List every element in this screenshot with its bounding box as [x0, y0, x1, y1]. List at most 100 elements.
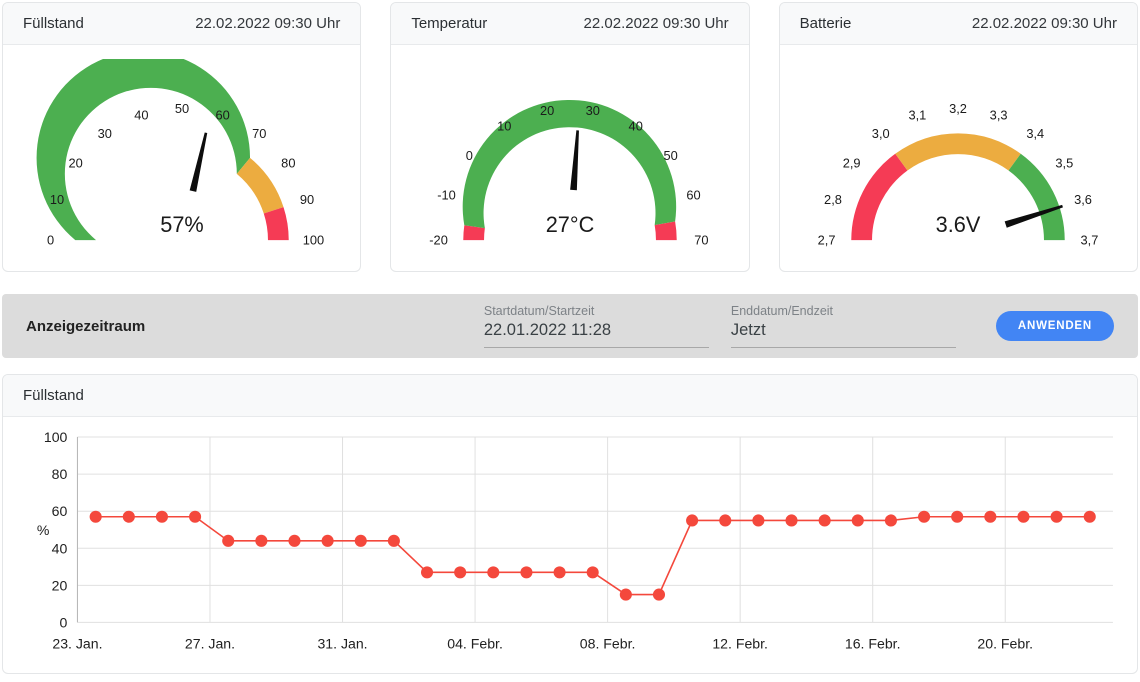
gauge-tick-label: 60 [686, 188, 700, 203]
gauge-tick-label: 80 [281, 155, 295, 170]
card-title: Batterie [799, 15, 852, 32]
gauge-tick-label: 2,7 [818, 233, 836, 248]
gauge-body: 2,7 2,8 2,9 3,0 3,1 3,2 3,3 3,4 3,5 3,6 3,7 3.6V [780, 45, 1137, 268]
chart-point [1017, 510, 1030, 523]
gauge-tick-label: 3,7 [1081, 233, 1099, 248]
fill-level-chart-card: Füllstand 0 20 40 60 80 100 23. Jan. 27. Jan. 31… [2, 374, 1138, 674]
gauge-needle [189, 132, 207, 192]
chart-point [189, 510, 202, 523]
display-period-label: Anzeigezeitraum [26, 317, 146, 335]
x-tick-label: 31. Jan. [317, 636, 367, 652]
start-datetime-field[interactable]: Startdatum/Startzeit 22.01.2022 11:28 [483, 304, 709, 348]
chart-point [321, 534, 334, 547]
chart-point [586, 566, 599, 579]
start-datetime-value[interactable]: 22.01.2022 11:28 [483, 321, 612, 339]
y-tick-label: 100 [44, 429, 68, 445]
card-header: Temperatur 22.02.2022 09:30 Uhr [391, 3, 749, 45]
gauge-tick-label: 2,8 [824, 192, 842, 207]
gauge-segment [463, 225, 485, 241]
gauge-tick-label: 0 [466, 148, 473, 163]
display-period-bar: Anzeigezeitraum Startdatum/Startzeit 22.… [2, 294, 1138, 358]
y-tick-label: 20 [52, 577, 68, 593]
x-tick-label: 23. Jan. [52, 636, 102, 652]
gauge-tick-label: 40 [134, 108, 148, 123]
y-tick-label: 60 [52, 503, 68, 519]
gauge-tick-label: 2,9 [843, 155, 861, 170]
end-datetime-value[interactable]: Jetzt [730, 321, 766, 339]
chart-point [288, 534, 301, 547]
gauges-row: Füllstand 22.02.2022 09:30 Uhr 0 10 20 30 40… [2, 2, 1138, 272]
gauge-body: -20 -10 0 10 20 30 40 50 60 70 27°C [391, 45, 748, 268]
gauge-value: 3.6V [936, 212, 981, 237]
chart-point [122, 510, 135, 523]
card-timestamp: 22.02.2022 09:30 Uhr [583, 15, 729, 32]
chart-body: 0 20 40 60 80 100 23. Jan. 27. Jan. 31. Jan. 04. … [3, 417, 1137, 673]
gauge-tick-label: 40 [629, 119, 643, 134]
x-tick-label: 04. Febr. [447, 636, 503, 652]
gauge-segment [1008, 153, 1066, 241]
temperature-gauge: -20 -10 0 10 20 30 40 50 60 70 27°C [429, 99, 709, 248]
gauge-tick-label: 100 [302, 233, 323, 248]
chart-point [155, 510, 168, 523]
chart-point [918, 510, 931, 523]
chart-point [719, 514, 732, 527]
gauge-body: 0 10 20 30 40 50 60 70 80 90 100 57% [3, 45, 360, 268]
y-tick-label: 0 [60, 614, 68, 630]
chart-point [420, 566, 434, 579]
chart-point [686, 514, 699, 527]
gauge-tick-label: 90 [300, 192, 314, 207]
end-datetime-field[interactable]: Enddatum/Endzeit Jetzt [730, 304, 956, 348]
chart-point [354, 534, 367, 547]
x-tick-label: 12. Febr. [712, 636, 768, 652]
battery-gauge-card: Batterie 22.02.2022 09:30 Uhr 2,7 2,8 2,9 3… [778, 2, 1138, 272]
gauge-value: 27°C [546, 212, 595, 237]
gauge-tick-label: 3,4 [1027, 126, 1045, 141]
apply-button[interactable]: ANWENDEN [995, 311, 1114, 341]
gauge-tick-label: 50 [664, 148, 678, 163]
y-tick-label: 40 [52, 540, 68, 556]
gauge-segment [236, 157, 284, 214]
chart-point [1050, 510, 1063, 523]
gauge-tick-label: 10 [50, 192, 64, 207]
chart-point [619, 588, 632, 601]
gauge-segment [36, 59, 250, 241]
chart-point [255, 534, 268, 547]
end-datetime-label: Enddatum/Endzeit [730, 304, 834, 318]
chart-point [222, 534, 235, 547]
chart-point [951, 510, 964, 523]
chart-point [89, 510, 102, 523]
gauge-tick-label: 70 [252, 126, 266, 141]
fill-level-gauge: 0 10 20 30 40 50 60 70 80 90 100 57% [36, 59, 324, 248]
gauge-tick-label: 20 [68, 155, 82, 170]
chart-point [851, 514, 864, 527]
gauge-tick-label: 10 [497, 119, 511, 134]
gauge-segment [462, 99, 677, 229]
card-timestamp: 22.02.2022 09:30 Uhr [971, 15, 1117, 32]
fill-level-line-chart: 0 20 40 60 80 100 23. Jan. 27. Jan. 31. Jan. 04. … [37, 429, 1113, 652]
card-title: Füllstand [23, 387, 84, 404]
chart-point [785, 514, 798, 527]
gauge-tick-label: 60 [215, 108, 229, 123]
chart-line [95, 515, 1090, 596]
gauge-tick-label: -10 [437, 188, 456, 203]
temperature-gauge-card: Temperatur 22.02.2022 09:30 Uhr -20 -10 0 1… [390, 2, 750, 272]
battery-gauge: 2,7 2,8 2,9 3,0 3,1 3,2 3,3 3,4 3,5 3,6 3,7 3.6V [818, 101, 1099, 248]
x-tick-label: 20. Febr. [977, 636, 1033, 652]
chart-point [884, 514, 897, 527]
chart-point [487, 566, 500, 579]
chart-point [520, 566, 533, 579]
gauge-segment [654, 221, 677, 241]
gauge-tick-label: 3,5 [1056, 155, 1074, 170]
start-datetime-label: Startdatum/Startzeit [483, 304, 595, 318]
gauge-tick-label: -20 [429, 233, 448, 248]
card-title: Füllstand [23, 15, 84, 32]
x-tick-label: 16. Febr. [845, 636, 901, 652]
gauge-tick-label: 30 [97, 126, 111, 141]
y-axis-unit-label: % [37, 522, 50, 538]
x-tick-label: 08. Febr. [580, 636, 636, 652]
gauge-tick-label: 3,2 [949, 101, 967, 116]
gauge-tick-label: 3,6 [1074, 192, 1092, 207]
card-header: Füllstand [3, 375, 1137, 417]
chart-point [984, 510, 997, 523]
fill-level-gauge-card: Füllstand 22.02.2022 09:30 Uhr 0 10 20 30 40… [2, 2, 362, 272]
